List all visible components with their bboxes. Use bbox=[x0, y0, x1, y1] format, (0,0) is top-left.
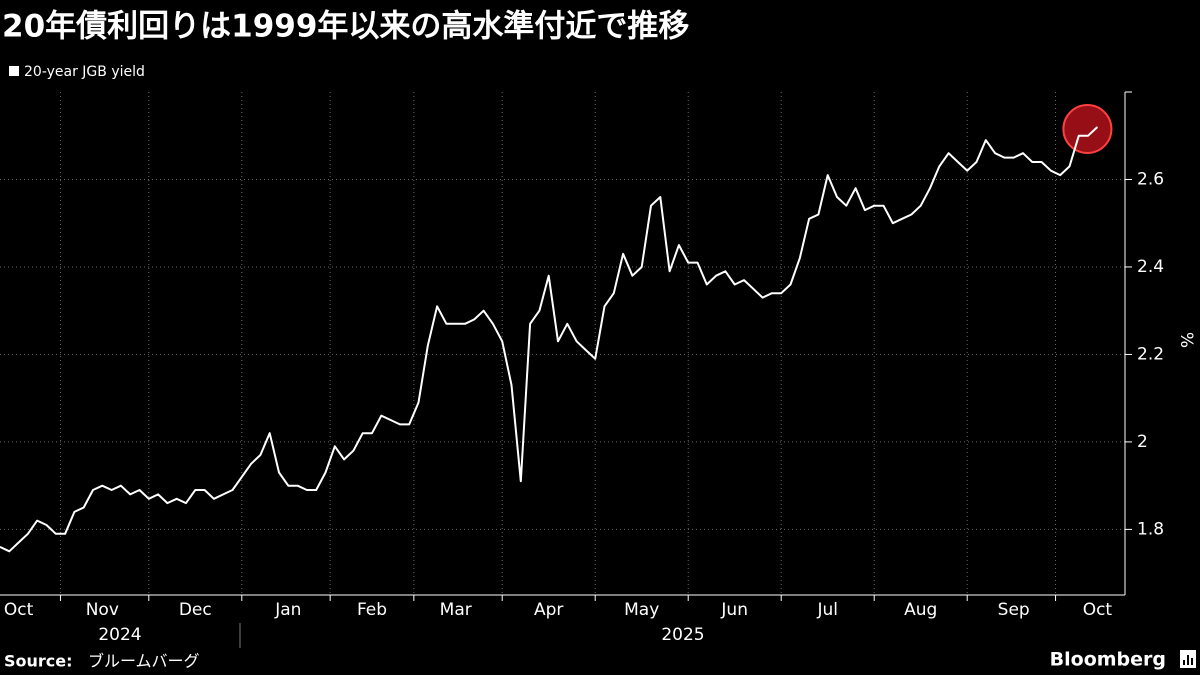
brand-icon bbox=[1180, 650, 1196, 668]
source: ブルームバーグ bbox=[88, 652, 200, 671]
year-label: 2024 bbox=[98, 625, 141, 645]
x-tick-label: Aug bbox=[904, 600, 937, 620]
line bbox=[0, 126, 1099, 553]
x-tick-label: Jul bbox=[816, 600, 838, 620]
y-tick-label: 2.4 bbox=[1137, 257, 1164, 277]
y-tick-label: 2 bbox=[1137, 432, 1148, 452]
highlight-circle bbox=[1062, 103, 1113, 154]
x-tick-label: Apr bbox=[534, 600, 563, 620]
x-tick-label: Mar bbox=[440, 600, 472, 620]
chart-title: 20年債利回りは1999年以来の高水準付近で推移 bbox=[2, 9, 689, 45]
x-tick-label: Oct bbox=[4, 600, 34, 620]
x-tick-label: Feb bbox=[357, 600, 387, 620]
x-tick-label: Nov bbox=[86, 600, 119, 620]
brand: Bloomberg bbox=[1050, 649, 1166, 671]
source-label: Source: bbox=[4, 652, 73, 671]
x-tick-label: Oct bbox=[1083, 600, 1113, 620]
x-tick-label: Jun bbox=[720, 600, 748, 620]
year-label: 2025 bbox=[661, 625, 704, 645]
y-tick-label: 2.6 bbox=[1137, 169, 1164, 189]
legend-swatch bbox=[9, 66, 19, 76]
y-tick-label: 1.8 bbox=[1137, 519, 1164, 539]
x-tick-label: Dec bbox=[179, 600, 212, 620]
x-tick-label: May bbox=[624, 600, 659, 620]
y-tick-label: 2.2 bbox=[1137, 344, 1164, 364]
x-tick-label: Jan bbox=[274, 600, 301, 620]
y-axis-label: % bbox=[1176, 332, 1196, 348]
x-tick-label: Sep bbox=[998, 600, 1030, 620]
legend-label: 20-year JGB yield bbox=[24, 64, 145, 80]
